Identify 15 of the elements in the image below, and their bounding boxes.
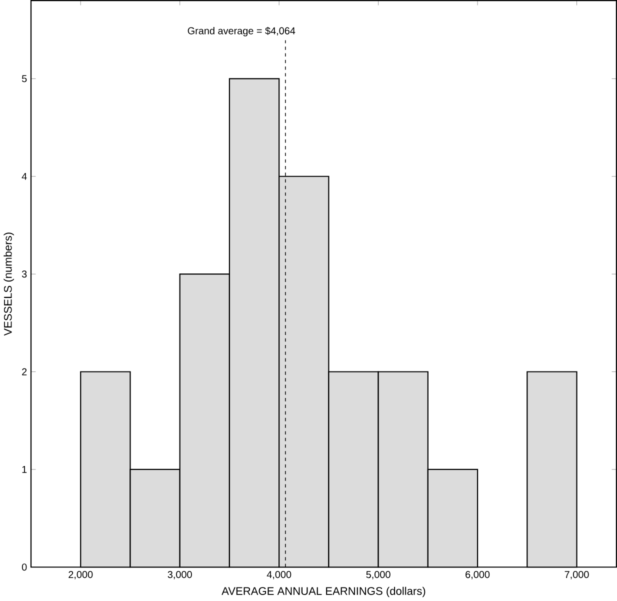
x-axis-title: AVERAGE ANNUAL EARNINGS (dollars) bbox=[222, 586, 426, 598]
ref-line-label: Grand average = $4,064 bbox=[188, 26, 296, 36]
x-tick-label: 7,000 bbox=[564, 571, 589, 580]
x-tick-label: 2,000 bbox=[68, 571, 93, 580]
x-tick-label: 3,000 bbox=[168, 571, 192, 580]
y-tick-label: 2 bbox=[22, 368, 27, 376]
y-tick-label: 0 bbox=[22, 564, 27, 571]
y-tick-label: 3 bbox=[22, 270, 27, 278]
y-tick-label: 5 bbox=[22, 75, 27, 82]
y-tick-label: 4 bbox=[22, 173, 27, 180]
y-axis-title: VESSELS (numbers) bbox=[4, 232, 14, 336]
x-tick-label: 5,000 bbox=[366, 571, 390, 580]
x-tick-label: 4,000 bbox=[266, 571, 292, 580]
x-tick-label: 6,000 bbox=[466, 571, 490, 580]
y-tick-label: 1 bbox=[22, 466, 27, 473]
